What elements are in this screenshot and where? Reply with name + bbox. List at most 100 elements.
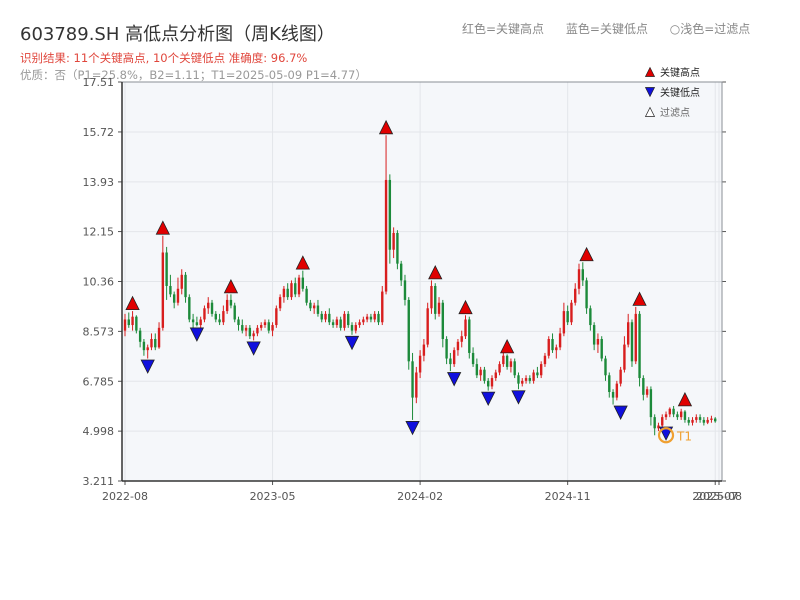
key-low-marker <box>344 335 360 351</box>
candle-body <box>161 252 165 328</box>
key-low-marker <box>481 391 496 407</box>
candle-body <box>687 419 690 423</box>
candle-body <box>471 352 475 365</box>
candle-body <box>600 338 603 359</box>
candle-body <box>331 322 335 326</box>
x-tick-label: 2022-08 <box>102 490 148 503</box>
candle-body <box>354 325 357 331</box>
candle-body <box>218 319 221 323</box>
legend-text-low: 蓝色=关键低点 <box>565 22 648 36</box>
candle-body <box>543 355 547 365</box>
candle-body <box>649 389 653 418</box>
candle-body <box>203 308 206 320</box>
candle-body <box>570 302 573 323</box>
candle-body <box>464 319 467 337</box>
candle-body <box>702 419 706 423</box>
candle-body <box>676 414 679 418</box>
candles <box>123 135 717 436</box>
key-low-marker <box>140 359 155 374</box>
key-high-marker <box>223 278 239 294</box>
candle-body <box>532 372 535 381</box>
candle-body <box>146 347 149 351</box>
candle-body <box>384 179 388 292</box>
candle-body <box>275 308 278 326</box>
candle-body <box>619 369 622 384</box>
legend-label: 过滤点 <box>660 106 690 119</box>
candle-body <box>517 375 520 384</box>
candle-body <box>683 411 687 420</box>
candle-body <box>263 322 267 326</box>
candle-body <box>312 305 316 309</box>
candle-body <box>468 319 471 353</box>
key-high-marker <box>428 265 443 280</box>
candle-body <box>638 313 641 379</box>
candle-body <box>528 378 532 381</box>
chart-title: 603789.SH 高低点分析图（周K线图） <box>20 24 335 45</box>
y-tick-label: 4.998 <box>83 425 115 438</box>
candle-body <box>138 330 142 342</box>
candle-body <box>653 417 656 429</box>
axes: 3.211 4.998 6.785 8.573 10.36 12.15 13.93 15.72… <box>83 76 742 503</box>
legend-text-high: 红色=关键高点 <box>462 22 545 36</box>
candle-body <box>558 333 562 348</box>
candle-body <box>248 327 252 337</box>
candle-body <box>555 347 558 351</box>
key-high-marker <box>458 299 473 315</box>
y-tick-label: 10.36 <box>83 276 115 289</box>
candle-body <box>142 341 146 351</box>
candle-body <box>180 274 183 289</box>
candle-body <box>392 232 395 250</box>
candle-body <box>260 325 263 328</box>
candle-body <box>479 369 482 376</box>
candle-body <box>698 417 702 420</box>
x-tick-label: 2024-02 <box>397 490 443 503</box>
candle-body <box>695 417 698 420</box>
candle-body <box>661 417 664 426</box>
candle-body <box>328 313 331 323</box>
candle-body <box>343 313 346 328</box>
candle-body <box>150 338 153 348</box>
candle-body <box>271 325 274 331</box>
y-tick-label: 17.51 <box>83 76 115 89</box>
candle-body <box>449 358 452 365</box>
candle-body <box>290 283 293 298</box>
legend-high-icon <box>644 66 656 77</box>
candle-body <box>381 291 384 323</box>
candle-body <box>487 380 490 387</box>
candle-body <box>135 316 138 331</box>
legend-label: 关键低点 <box>660 86 700 99</box>
candle-body <box>229 299 233 306</box>
candle-body <box>388 179 392 250</box>
key-low-marker <box>613 405 628 420</box>
y-tick-label: 8.573 <box>83 325 115 338</box>
candle-body <box>611 392 615 398</box>
x-tick-label: 2025-08 <box>696 490 742 503</box>
filtered-point-ring <box>657 427 675 444</box>
candle-body <box>131 316 134 326</box>
candle-body <box>339 319 342 328</box>
key-high-marker <box>155 220 170 235</box>
candle-body <box>222 311 225 323</box>
candle-body <box>358 322 361 326</box>
key-high-marker <box>499 338 515 354</box>
key-low-marker <box>447 372 462 387</box>
y-tick-label: 12.15 <box>83 226 115 239</box>
candle-body <box>191 319 195 323</box>
candle-body <box>369 316 373 320</box>
candle-body <box>456 341 460 351</box>
candle-body <box>188 297 191 320</box>
candle-body <box>498 364 501 373</box>
key-high-marker <box>295 255 310 270</box>
candle-body <box>434 285 437 314</box>
candle-body <box>679 411 683 418</box>
candle-body <box>574 288 577 303</box>
candle-body <box>596 338 600 345</box>
candle-body <box>278 297 282 309</box>
key-high-marker <box>378 119 394 135</box>
candle-body <box>630 322 634 362</box>
candle-body <box>664 414 668 418</box>
key-high-marker <box>677 391 693 407</box>
candle-body <box>157 327 161 348</box>
candle-body <box>422 344 426 356</box>
